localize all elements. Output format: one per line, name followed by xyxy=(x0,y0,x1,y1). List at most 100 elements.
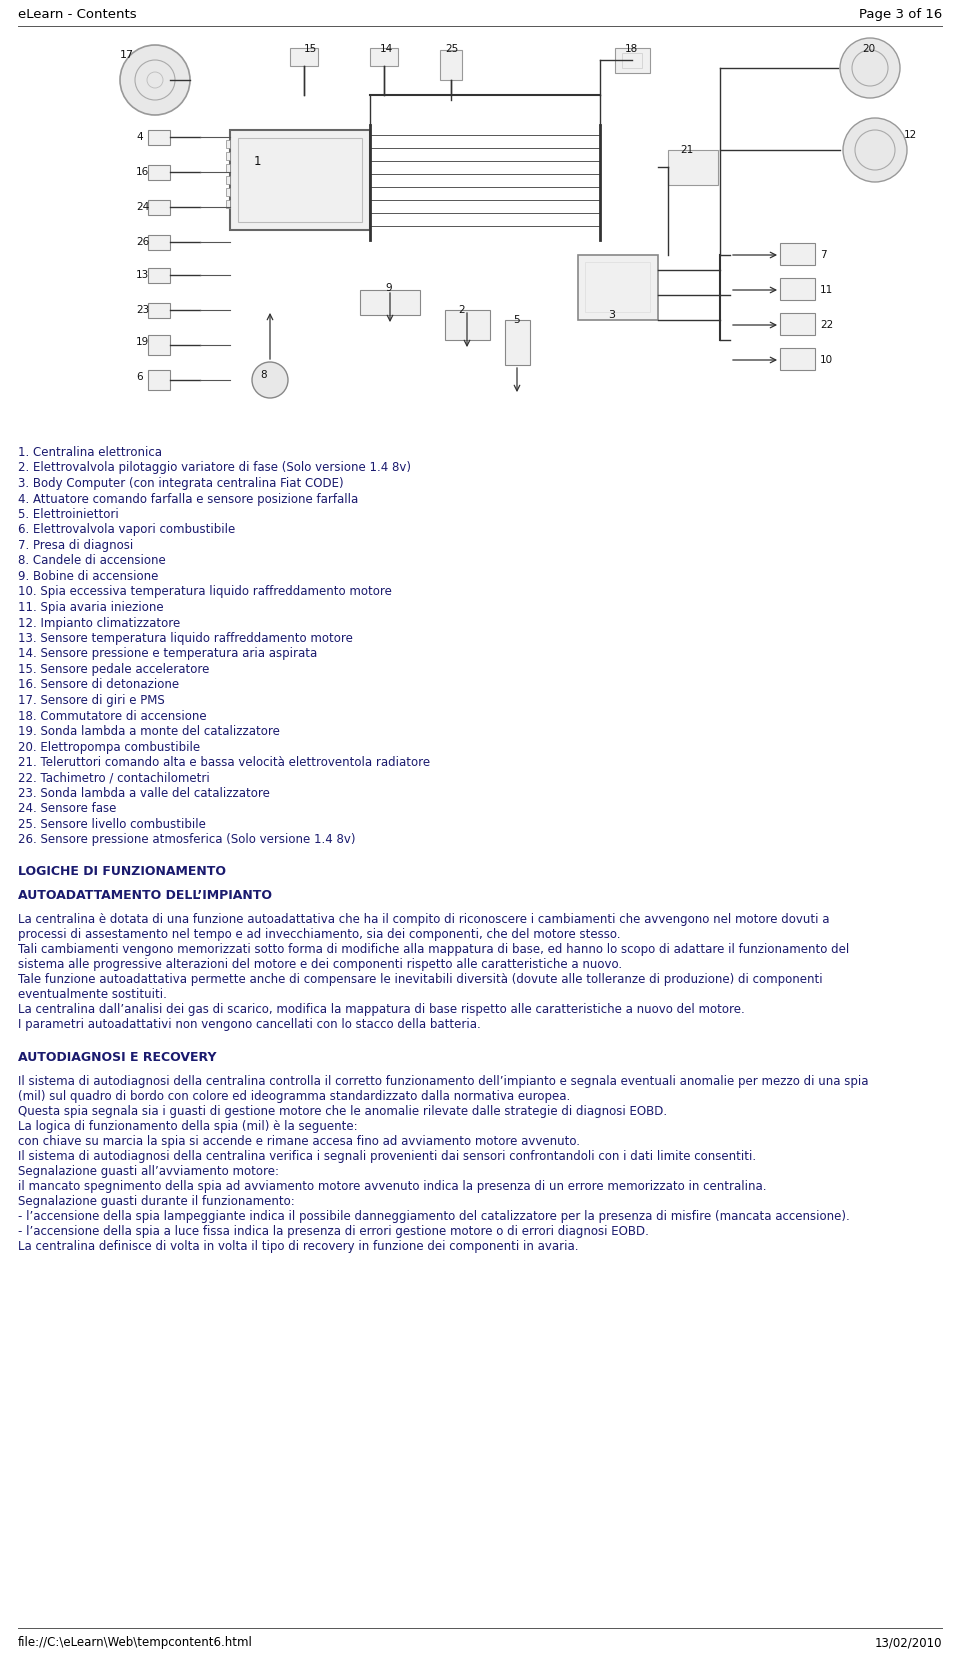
Circle shape xyxy=(840,38,900,98)
Text: con chiave su marcia la spia si accende e rimane accesa fino ad avviamento motor: con chiave su marcia la spia si accende … xyxy=(18,1136,580,1147)
Text: 23: 23 xyxy=(136,306,149,316)
Text: 9. Bobine di accensione: 9. Bobine di accensione xyxy=(18,570,158,584)
Text: 19: 19 xyxy=(136,337,149,347)
Text: 24. Sensore fase: 24. Sensore fase xyxy=(18,802,116,815)
Text: 14. Sensore pressione e temperatura aria aspirata: 14. Sensore pressione e temperatura aria… xyxy=(18,648,317,661)
Bar xyxy=(148,165,170,180)
Bar xyxy=(0,35,960,430)
Text: 5. Elettroiniettori: 5. Elettroiniettori xyxy=(18,507,119,521)
Bar xyxy=(780,278,815,299)
Text: 21: 21 xyxy=(680,145,693,155)
Text: 10: 10 xyxy=(820,355,833,365)
Circle shape xyxy=(147,73,163,88)
Bar xyxy=(668,150,718,185)
Text: 26. Sensore pressione atmosferica (Solo versione 1.4 8v): 26. Sensore pressione atmosferica (Solo … xyxy=(18,833,355,846)
Text: 17. Sensore di giri e PMS: 17. Sensore di giri e PMS xyxy=(18,694,165,707)
Text: 16. Sensore di detonazione: 16. Sensore di detonazione xyxy=(18,678,180,691)
Text: 8: 8 xyxy=(260,370,267,380)
Text: 6. Elettrovalvola vapori combustibile: 6. Elettrovalvola vapori combustibile xyxy=(18,524,235,537)
Text: 10. Spia eccessiva temperatura liquido raffreddamento motore: 10. Spia eccessiva temperatura liquido r… xyxy=(18,585,392,598)
Bar xyxy=(148,131,170,145)
Text: 20. Elettropompa combustibile: 20. Elettropompa combustibile xyxy=(18,741,200,754)
Text: processi di assestamento nel tempo e ad invecchiamento, sia dei componenti, che : processi di assestamento nel tempo e ad … xyxy=(18,927,620,941)
Text: Il sistema di autodiagnosi della centralina verifica i segnali provenienti dai s: Il sistema di autodiagnosi della central… xyxy=(18,1150,756,1164)
Text: 23. Sonda lambda a valle del catalizzatore: 23. Sonda lambda a valle del catalizzato… xyxy=(18,787,270,800)
Text: 8. Candele di accensione: 8. Candele di accensione xyxy=(18,554,166,567)
Bar xyxy=(440,50,462,79)
Text: La logica di funzionamento della spia (mil) è la seguente:: La logica di funzionamento della spia (m… xyxy=(18,1121,358,1132)
Bar xyxy=(226,175,230,183)
Circle shape xyxy=(252,362,288,398)
Text: 1. Centralina elettronica: 1. Centralina elettronica xyxy=(18,446,162,460)
Circle shape xyxy=(855,131,895,170)
Bar xyxy=(230,131,370,230)
Text: 24: 24 xyxy=(136,202,149,212)
Text: 12: 12 xyxy=(904,131,917,141)
Text: Segnalazione guasti durante il funzionamento:: Segnalazione guasti durante il funzionam… xyxy=(18,1195,295,1208)
Bar xyxy=(238,137,362,222)
Text: 22. Tachimetro / contachilometri: 22. Tachimetro / contachilometri xyxy=(18,772,209,785)
Text: - l’accensione della spia lampeggiante indica il possibile danneggiamento del ca: - l’accensione della spia lampeggiante i… xyxy=(18,1210,850,1223)
Text: 13: 13 xyxy=(136,269,149,279)
Text: 15: 15 xyxy=(304,45,317,55)
Text: 11: 11 xyxy=(820,284,833,294)
Circle shape xyxy=(852,50,888,86)
Text: il mancato spegnimento della spia ad avviamento motore avvenuto indica la presen: il mancato spegnimento della spia ad avv… xyxy=(18,1180,766,1193)
Text: file://C:\eLearn\Web\tempcontent6.html: file://C:\eLearn\Web\tempcontent6.html xyxy=(18,1636,252,1650)
Bar xyxy=(226,141,230,149)
Text: 4. Attuatore comando farfalla e sensore posizione farfalla: 4. Attuatore comando farfalla e sensore … xyxy=(18,493,358,506)
Bar xyxy=(578,255,658,321)
Text: Page 3 of 16: Page 3 of 16 xyxy=(859,8,942,21)
Text: 6: 6 xyxy=(136,372,143,382)
Text: 15. Sensore pedale acceleratore: 15. Sensore pedale acceleratore xyxy=(18,663,209,676)
Text: eventualmente sostituiti.: eventualmente sostituiti. xyxy=(18,988,167,1002)
Bar xyxy=(148,235,170,250)
Bar xyxy=(780,243,815,264)
Bar xyxy=(780,349,815,370)
Text: La centralina è dotata di una funzione autoadattativa che ha il compito di ricon: La centralina è dotata di una funzione a… xyxy=(18,912,829,926)
Text: La centralina dall’analisi dei gas di scarico, modifica la mappatura di base ris: La centralina dall’analisi dei gas di sc… xyxy=(18,1003,745,1017)
Text: Il sistema di autodiagnosi della centralina controlla il corretto funzionamento : Il sistema di autodiagnosi della central… xyxy=(18,1074,869,1088)
Text: sistema alle progressive alterazioni del motore e dei componenti rispetto alle c: sistema alle progressive alterazioni del… xyxy=(18,959,622,970)
Text: 7: 7 xyxy=(820,250,827,260)
Text: AUTODIAGNOSI E RECOVERY: AUTODIAGNOSI E RECOVERY xyxy=(18,1051,217,1065)
Text: - l’accensione della spia a luce fissa indica la presenza di errori gestione mot: - l’accensione della spia a luce fissa i… xyxy=(18,1225,649,1238)
Text: Tali cambiamenti vengono memorizzati sotto forma di modifiche alla mappatura di : Tali cambiamenti vengono memorizzati sot… xyxy=(18,942,850,955)
Text: 25: 25 xyxy=(445,45,458,55)
Text: La centralina definisce di volta in volta il tipo di recovery in funzione dei co: La centralina definisce di volta in volt… xyxy=(18,1240,579,1253)
Text: 12. Impianto climatizzatore: 12. Impianto climatizzatore xyxy=(18,617,180,630)
Bar xyxy=(445,311,490,341)
Text: 7. Presa di diagnosi: 7. Presa di diagnosi xyxy=(18,539,133,552)
Text: 2: 2 xyxy=(458,306,465,316)
Text: 3: 3 xyxy=(608,311,615,321)
Text: 3. Body Computer (con integrata centralina Fiat CODE): 3. Body Computer (con integrata centrali… xyxy=(18,478,344,489)
Text: 18. Commutatore di accensione: 18. Commutatore di accensione xyxy=(18,709,206,722)
Text: 9: 9 xyxy=(385,283,392,293)
Bar xyxy=(226,188,230,197)
Bar xyxy=(226,152,230,160)
Text: 20: 20 xyxy=(862,45,876,55)
Circle shape xyxy=(843,117,907,182)
Bar xyxy=(585,261,650,312)
Text: 16: 16 xyxy=(136,167,149,177)
Bar xyxy=(148,302,170,317)
Text: 4: 4 xyxy=(136,132,143,142)
Text: I parametri autoadattativi non vengono cancellati con lo stacco della batteria.: I parametri autoadattativi non vengono c… xyxy=(18,1018,481,1031)
Bar xyxy=(505,321,530,365)
Text: 14: 14 xyxy=(380,45,394,55)
Text: 26: 26 xyxy=(136,236,149,246)
Text: 17: 17 xyxy=(120,50,134,60)
Text: eLearn - Contents: eLearn - Contents xyxy=(18,8,136,21)
Text: 11. Spia avaria iniezione: 11. Spia avaria iniezione xyxy=(18,602,163,613)
Text: 5: 5 xyxy=(513,316,519,326)
Bar xyxy=(226,164,230,172)
Circle shape xyxy=(135,60,175,99)
Text: 22: 22 xyxy=(820,321,833,331)
Text: Questa spia segnala sia i guasti di gestione motore che le anomalie rilevate dal: Questa spia segnala sia i guasti di gest… xyxy=(18,1104,667,1117)
Text: 21. Teleruttori comando alta e bassa velocità elettroventola radiatore: 21. Teleruttori comando alta e bassa vel… xyxy=(18,755,430,769)
Text: AUTOADATTAMENTO DELL’IMPIANTO: AUTOADATTAMENTO DELL’IMPIANTO xyxy=(18,889,272,903)
Text: 13. Sensore temperatura liquido raffreddamento motore: 13. Sensore temperatura liquido raffredd… xyxy=(18,631,353,645)
Text: (mil) sul quadro di bordo con colore ed ideogramma standardizzato dalla normativ: (mil) sul quadro di bordo con colore ed … xyxy=(18,1089,570,1103)
Bar xyxy=(370,48,398,66)
Circle shape xyxy=(120,45,190,116)
